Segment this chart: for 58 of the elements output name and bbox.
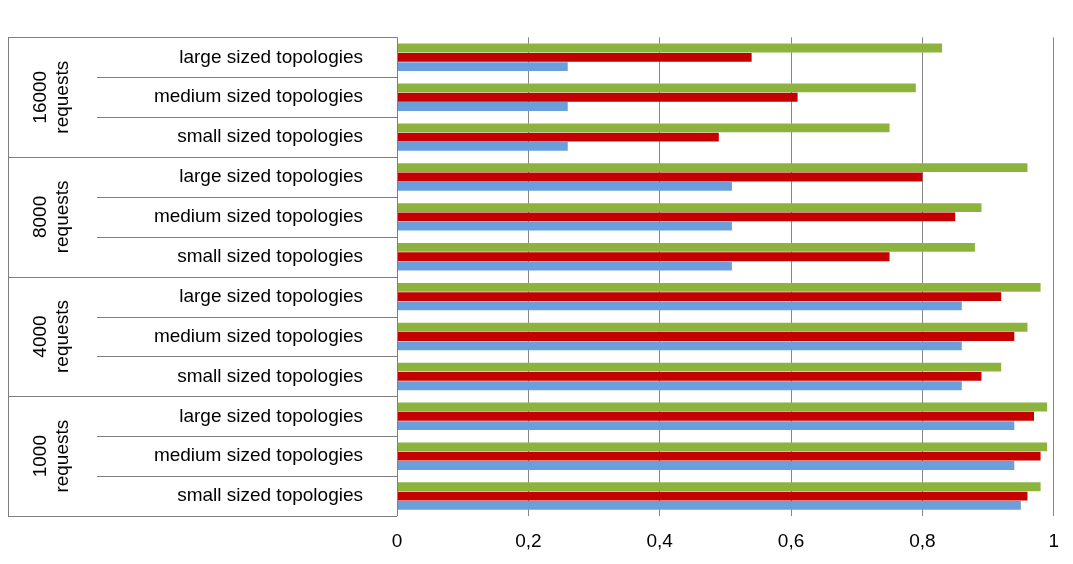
bar — [397, 92, 798, 102]
x-tick-label: 1 — [1048, 529, 1060, 551]
bar — [397, 83, 916, 93]
text: 16000 requests — [29, 60, 73, 134]
bar — [397, 451, 1041, 461]
x-tick-label: 0,2 — [515, 529, 542, 551]
bar — [397, 62, 568, 72]
bar — [397, 332, 1015, 341]
y-tick-label: large sized topologies — [179, 284, 363, 306]
bar — [397, 282, 1041, 292]
x-tick-label: 0,8 — [909, 529, 936, 551]
bar — [397, 500, 1021, 510]
bar — [397, 442, 1048, 452]
bar — [397, 132, 719, 142]
bar — [397, 252, 890, 262]
text: 1000 requests — [29, 419, 73, 493]
bar — [397, 301, 962, 311]
bar — [397, 362, 1002, 372]
y-tick-label: medium sized topologies — [153, 85, 363, 107]
y-tick-label: large sized topologies — [179, 404, 363, 426]
y-tick-label: small sized topologies — [177, 484, 363, 506]
bar — [397, 163, 1028, 173]
bar — [397, 243, 975, 252]
bar — [397, 341, 962, 351]
bar — [397, 461, 1015, 470]
text: 4000 requests — [29, 300, 73, 373]
y-tick-label: large sized topologies — [179, 45, 363, 67]
bar — [397, 212, 956, 222]
bar — [397, 322, 1028, 332]
y-tick-label: medium sized topologies — [153, 444, 363, 466]
bar — [397, 123, 890, 133]
bar — [397, 221, 732, 231]
y-tick-label: small sized topologies — [177, 125, 363, 147]
bar — [397, 402, 1048, 412]
bar — [397, 181, 732, 191]
text: 8000 requests — [29, 180, 73, 254]
bar — [397, 102, 568, 111]
y-tick-label: small sized topologies — [177, 244, 363, 266]
bar — [397, 172, 923, 182]
bar — [397, 491, 1028, 501]
bar — [397, 43, 943, 53]
y-tick-label: large sized topologies — [179, 165, 363, 187]
bar — [397, 203, 982, 212]
x-tick-label: 0 — [391, 529, 403, 551]
bar — [397, 261, 732, 271]
bar — [397, 371, 982, 381]
bar — [397, 421, 1015, 431]
bar — [397, 482, 1041, 492]
bar — [397, 381, 962, 391]
bar — [397, 141, 568, 151]
x-tick-label: 0,4 — [646, 529, 674, 551]
y-tick-label: medium sized topologies — [153, 324, 363, 346]
x-tick-label: 0,6 — [777, 529, 805, 551]
bar — [397, 292, 1002, 302]
y-tick-label: medium sized topologies — [153, 205, 363, 227]
bar — [397, 52, 752, 62]
y-tick-label: small sized topologies — [177, 364, 363, 386]
bar — [397, 411, 1035, 421]
